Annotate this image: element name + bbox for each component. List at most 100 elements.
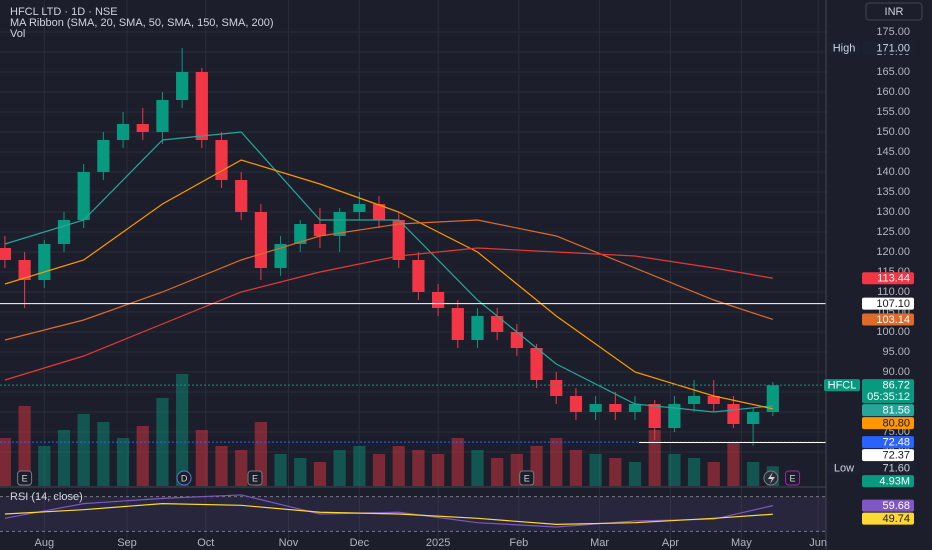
volume-bar	[372, 454, 386, 486]
x-tick-label: Dec	[350, 537, 370, 549]
volume-bar	[333, 450, 346, 486]
volume-bar	[392, 446, 405, 486]
chart-title: HFCL LTD · 1D · NSE	[10, 6, 118, 18]
candle-body	[766, 385, 779, 412]
y-tick-label: 165.00	[876, 66, 910, 78]
x-tick-label: May	[731, 537, 752, 549]
volume-pane	[0, 374, 779, 486]
y-tick-label: 90.00	[882, 366, 910, 378]
rsi-pane	[0, 494, 826, 532]
price-badge	[862, 436, 914, 449]
volume-bar	[707, 462, 720, 486]
event-icon	[17, 470, 33, 486]
y-tick-label: 145.00	[876, 146, 910, 158]
y-tick-label: 135.00	[876, 186, 910, 198]
volume-bar	[77, 414, 90, 486]
price-badge	[862, 313, 914, 326]
x-tick-label: Apr	[662, 537, 679, 549]
candle-body	[353, 204, 366, 212]
candle-body	[136, 124, 149, 132]
volume-bar	[412, 450, 425, 486]
x-tick-label: Nov	[279, 537, 299, 549]
volume-bar	[294, 458, 307, 486]
volume-bar	[0, 438, 12, 486]
y-tick-label: 120.00	[876, 246, 910, 258]
volume-bar	[116, 438, 130, 486]
price-badge	[862, 462, 914, 475]
volume-bar	[274, 454, 287, 486]
candle-body	[432, 292, 445, 308]
candle-body	[77, 172, 90, 220]
y-tick-label: 100.00	[876, 326, 910, 338]
tag-badge	[828, 42, 860, 54]
candle-body	[254, 212, 267, 268]
candle-body	[294, 224, 307, 244]
candle-body	[491, 316, 504, 332]
volume-bar	[215, 446, 228, 486]
candle-body	[707, 396, 720, 404]
rsi-badge	[862, 499, 914, 512]
indicator-label: MA Ribbon (SMA, 20, SMA, 50, SMA, 150, S…	[10, 17, 274, 29]
volume-badge	[862, 475, 914, 488]
symbol-label: HFCL	[828, 380, 857, 392]
candle-body	[0, 248, 12, 260]
volume-bar	[432, 454, 445, 486]
price-badge-label: 113.44	[877, 273, 910, 285]
alert-bolt	[767, 472, 775, 484]
volume-bar	[451, 438, 464, 486]
event-icon	[176, 470, 192, 486]
event-label: D	[181, 473, 188, 483]
volume-bar	[235, 450, 248, 486]
volume-bar	[38, 446, 51, 486]
currency-button[interactable]	[865, 2, 923, 21]
volume-bar	[589, 454, 602, 486]
price-badge-label: 103.14	[876, 314, 910, 326]
ma-line	[4, 247, 773, 381]
tag-label: High	[833, 42, 856, 54]
y-tick-label: 110.00	[877, 286, 910, 298]
volume-bar	[648, 430, 661, 486]
candle-body	[333, 212, 346, 236]
volume-bar	[727, 442, 740, 486]
volume-bar	[136, 426, 149, 486]
y-tick-label: 95.00	[882, 346, 910, 358]
volume-bar	[313, 462, 327, 486]
candle-body	[38, 244, 51, 280]
y-tick-label: 155.00	[876, 106, 910, 118]
candle-body	[668, 404, 681, 428]
price-badge	[862, 297, 914, 310]
volume-bar	[57, 430, 71, 486]
candle-body	[195, 72, 208, 140]
candle-body	[372, 204, 386, 220]
candle-body	[550, 380, 563, 396]
ma-line	[4, 219, 774, 341]
price-badge	[862, 404, 914, 417]
rsi-line	[4, 494, 773, 528]
price-badge-label: 72.48	[882, 436, 910, 448]
event-label: E	[22, 473, 28, 483]
countdown: 05:35:12	[867, 391, 910, 403]
candle-body	[747, 412, 760, 424]
candle-body	[215, 140, 228, 180]
event-icon	[247, 470, 263, 486]
symbol-badge	[824, 379, 860, 392]
volume-bar	[254, 422, 267, 486]
volume-bar	[668, 454, 681, 486]
event-icon	[519, 470, 535, 486]
price-badge	[862, 449, 914, 462]
event-icon	[785, 470, 801, 486]
event-label: E	[790, 473, 796, 483]
currency-label[interactable]: INR	[885, 6, 904, 18]
x-tick-label: Sep	[117, 537, 137, 549]
price-badge-label: 80.80	[882, 418, 910, 430]
candle-body	[648, 404, 661, 428]
price-pane	[0, 48, 826, 446]
x-tick-label: Mar	[590, 537, 609, 549]
candle-body	[569, 396, 583, 412]
x-tick-label: Oct	[197, 537, 214, 549]
candle-body	[510, 332, 523, 348]
volume-bar	[687, 458, 701, 486]
y-tick-label: 160.00	[876, 86, 910, 98]
